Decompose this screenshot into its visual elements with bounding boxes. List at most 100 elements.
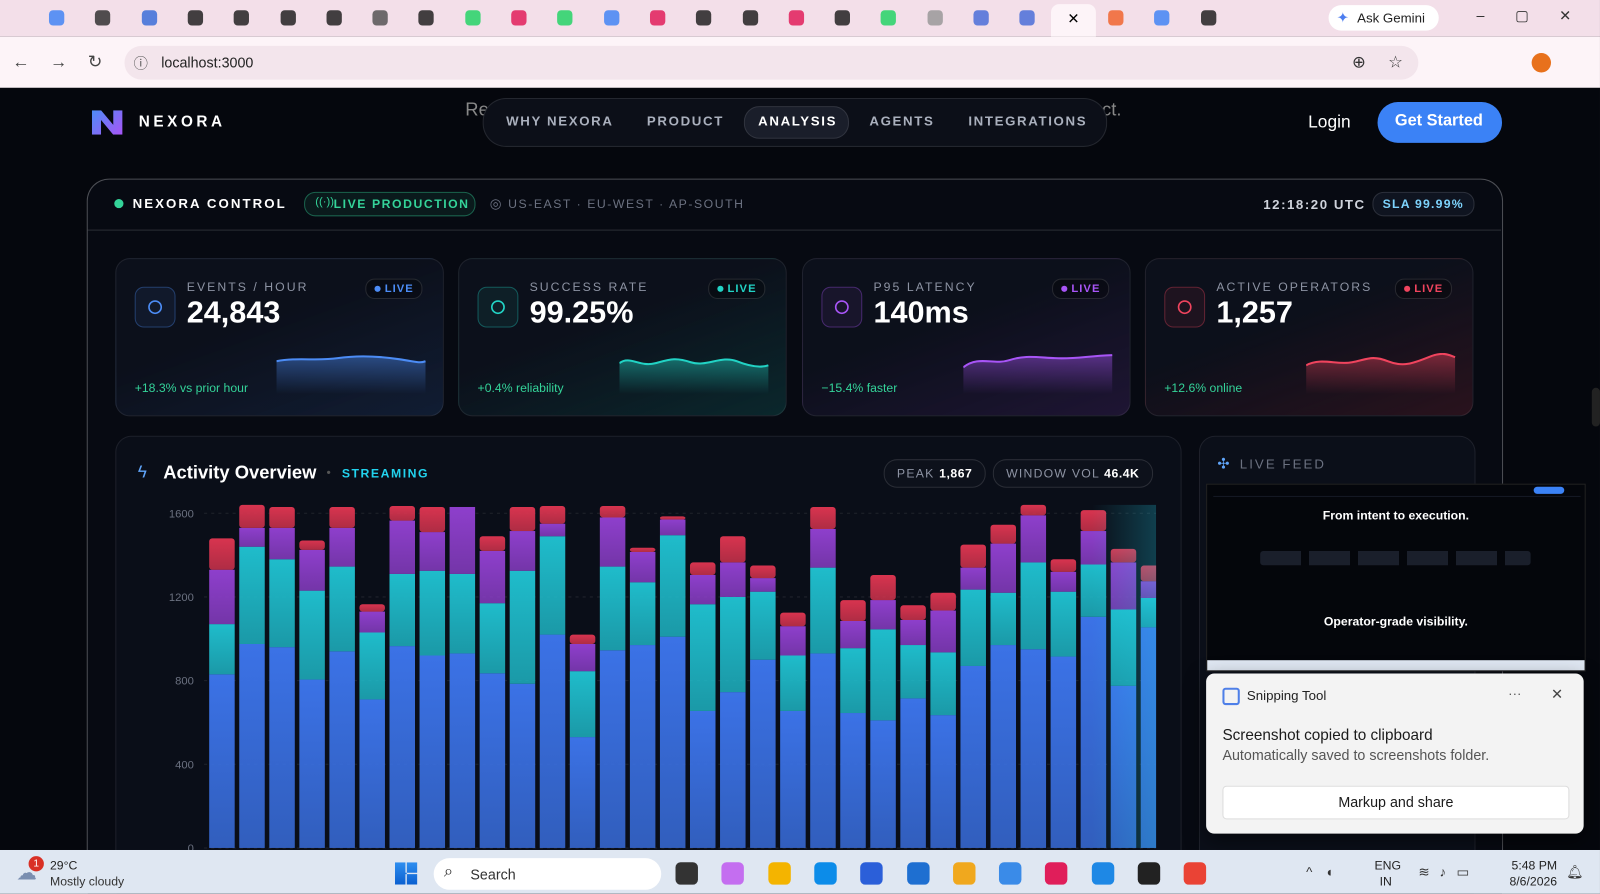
metric-delta: +18.3% vs prior hour: [134, 380, 249, 395]
metric-label: SUCCESS RATE: [529, 279, 649, 294]
nav-buttons[interactable]: ←→↻: [12, 52, 123, 72]
peak-label: PEAK: [896, 466, 935, 481]
omnibox[interactable]: [124, 45, 1419, 80]
spark-line: [963, 354, 1113, 369]
bar-segment: [930, 715, 956, 848]
spark-area: [1306, 353, 1456, 394]
tab-icon: [696, 10, 712, 26]
bar-segment: [990, 592, 1017, 646]
bar-segment: [569, 644, 596, 672]
taskbar-app[interactable]: [860, 862, 883, 885]
live-badge-text: LIVE PRODUCTION: [333, 196, 470, 212]
site-info[interactable]: ⓘ: [133, 55, 148, 72]
window-controls[interactable]: –▢✕: [1476, 7, 1600, 24]
bar-segment: [629, 645, 656, 848]
bar-segment: [389, 646, 415, 848]
profile[interactable]: [1531, 53, 1552, 73]
nav-item[interactable]: AGENTS: [869, 113, 935, 129]
regions: US-EAST · EU-WEST · AP-SOUTH: [508, 196, 745, 212]
bar-segment: [720, 596, 746, 693]
tab-icon: [649, 10, 666, 26]
bar-segment: [269, 647, 295, 848]
bar-segment: [930, 610, 956, 653]
ask-gemini[interactable]: Ask Gemini: [1357, 10, 1425, 26]
start[interactable]: [394, 862, 418, 885]
sla-pill: [1372, 191, 1475, 217]
spark-area: [619, 359, 769, 394]
badge-icon: ((·)): [315, 195, 335, 209]
chart-subtitle: STREAMING: [341, 466, 430, 481]
bar-segment: [720, 692, 746, 848]
bar-segment: [750, 578, 776, 592]
taskbar-app[interactable]: [675, 862, 698, 885]
cta-label[interactable]: Get Started: [1394, 112, 1483, 130]
nav-item[interactable]: PRODUCT: [646, 113, 724, 129]
metric-value: 24,843: [186, 295, 281, 330]
metric-card: SUCCESS RATE 99.25% LIVE +0.4% reliability: [458, 258, 787, 417]
taskbar-app[interactable]: [999, 862, 1022, 885]
tab-icon: [280, 10, 296, 26]
bar-segment: [329, 506, 355, 528]
bar-segment: [239, 504, 265, 528]
bar-segment: [359, 699, 385, 848]
lang[interactable]: ENG: [1374, 858, 1402, 873]
bar-segment: [569, 634, 596, 644]
taskbar-app[interactable]: [721, 862, 745, 885]
bar-segment: [659, 636, 686, 848]
tray-icons[interactable]: ≋♪▭: [1418, 864, 1480, 880]
nav-item[interactable]: ANALYSIS: [758, 113, 838, 129]
bar-segment: [299, 679, 325, 848]
metric-delta: +0.4% reliability: [477, 380, 564, 395]
y-tick-label: 800: [175, 676, 194, 688]
taskbar-app[interactable]: [767, 862, 791, 885]
taskbar-app[interactable]: [1183, 862, 1207, 885]
bar-segment: [960, 544, 986, 568]
taskbar-app[interactable]: [814, 862, 837, 885]
login[interactable]: Login: [1308, 112, 1351, 132]
spark-line: [619, 358, 769, 368]
nav-item[interactable]: INTEGRATIONS: [968, 113, 1088, 129]
bar-segment: [900, 698, 926, 848]
toast-close[interactable]: ✕: [1551, 685, 1563, 703]
status-dot: [114, 198, 124, 209]
bar-segment: [269, 559, 295, 648]
gemini-button[interactable]: [1328, 5, 1439, 31]
bar-segment: [539, 536, 566, 635]
search-label[interactable]: Search: [470, 866, 516, 883]
cta[interactable]: [1377, 102, 1503, 143]
search-box[interactable]: [433, 858, 662, 890]
toolbar-icons[interactable]: ⊕☆: [1352, 54, 1426, 72]
metric-label: P95 LATENCY: [873, 279, 977, 294]
active-tab[interactable]: ✕: [1051, 4, 1096, 37]
metric-value: 140ms: [873, 295, 969, 330]
taskbar-app[interactable]: [906, 862, 930, 885]
taskbar-app[interactable]: [1045, 862, 1068, 885]
tray-icons[interactable]: ^◐: [1306, 864, 1349, 880]
toast-more[interactable]: ···: [1508, 685, 1522, 702]
taskbar-app[interactable]: [1137, 862, 1161, 885]
time[interactable]: 5:48 PM: [1511, 858, 1558, 873]
chart: 0 400 800 1200 1600: [169, 504, 1157, 852]
url[interactable]: localhost:3000: [161, 54, 254, 71]
scroll-handle[interactable]: [1591, 387, 1600, 427]
taskbar-app[interactable]: [952, 862, 976, 885]
metric-card: EVENTS / HOUR 24,843 LIVE +18.3% vs prior h…: [115, 258, 444, 417]
bar-segment: [419, 570, 446, 656]
toast-title: Screenshot copied to clipboard: [1222, 726, 1433, 744]
date[interactable]: 8/6/2026: [1509, 874, 1558, 889]
metric-value: 1,257: [1216, 295, 1293, 330]
lang[interactable]: IN: [1379, 874, 1392, 889]
bar-segment: [659, 519, 686, 536]
nav-item[interactable]: WHY NEXORA: [506, 113, 614, 129]
taskbar-app[interactable]: [1091, 862, 1114, 885]
toast-button[interactable]: Markup and share: [1222, 785, 1570, 820]
close-icon[interactable]: ✕: [1067, 10, 1080, 27]
icon-shape: [148, 300, 163, 315]
brand[interactable]: NEXORA: [138, 113, 226, 131]
bar-segment: [629, 547, 656, 552]
icon-shape: [1177, 300, 1192, 315]
bar-segment: [870, 720, 896, 848]
bell[interactable]: 🔔︎: [1566, 864, 1584, 880]
bar-segment: [1050, 591, 1077, 657]
tab-icon: [788, 10, 804, 26]
